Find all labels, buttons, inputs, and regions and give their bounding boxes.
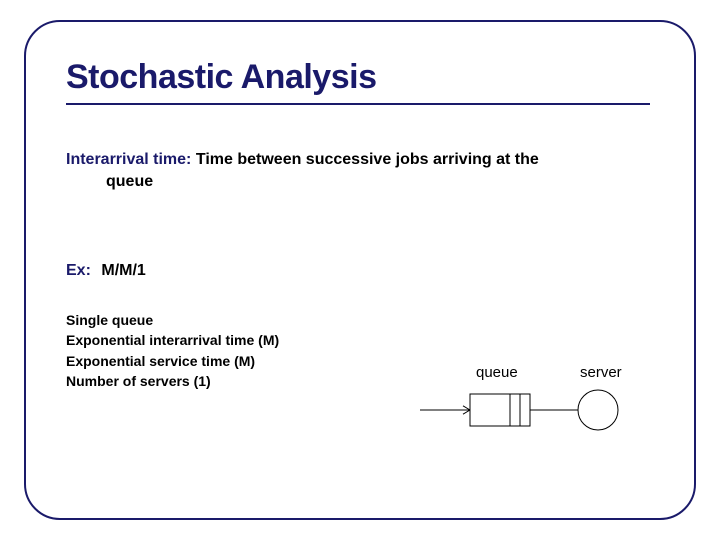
list-item: Single queue xyxy=(66,310,656,330)
definition-text-2: queue xyxy=(66,171,636,193)
example-label: Ex: xyxy=(66,262,91,279)
queue-label: queue xyxy=(476,364,518,381)
list-item: Exponential interarrival time (M) xyxy=(66,330,656,350)
definition-text-1: Time between successive jobs arriving at… xyxy=(196,151,539,168)
definition-block: Interarrival time: Time between successi… xyxy=(66,149,656,192)
title-underline xyxy=(66,103,650,105)
example-line: Ex: M/M/1 xyxy=(66,262,656,280)
diagram-svg xyxy=(420,358,680,468)
example-value: M/M/1 xyxy=(95,262,145,279)
definition-term: Interarrival time: xyxy=(66,151,191,168)
slide-content: Stochastic Analysis Interarrival time: T… xyxy=(66,58,656,391)
queue-server-diagram: queue server xyxy=(420,358,680,468)
server-label: server xyxy=(580,364,622,381)
slide-title: Stochastic Analysis xyxy=(66,58,656,97)
